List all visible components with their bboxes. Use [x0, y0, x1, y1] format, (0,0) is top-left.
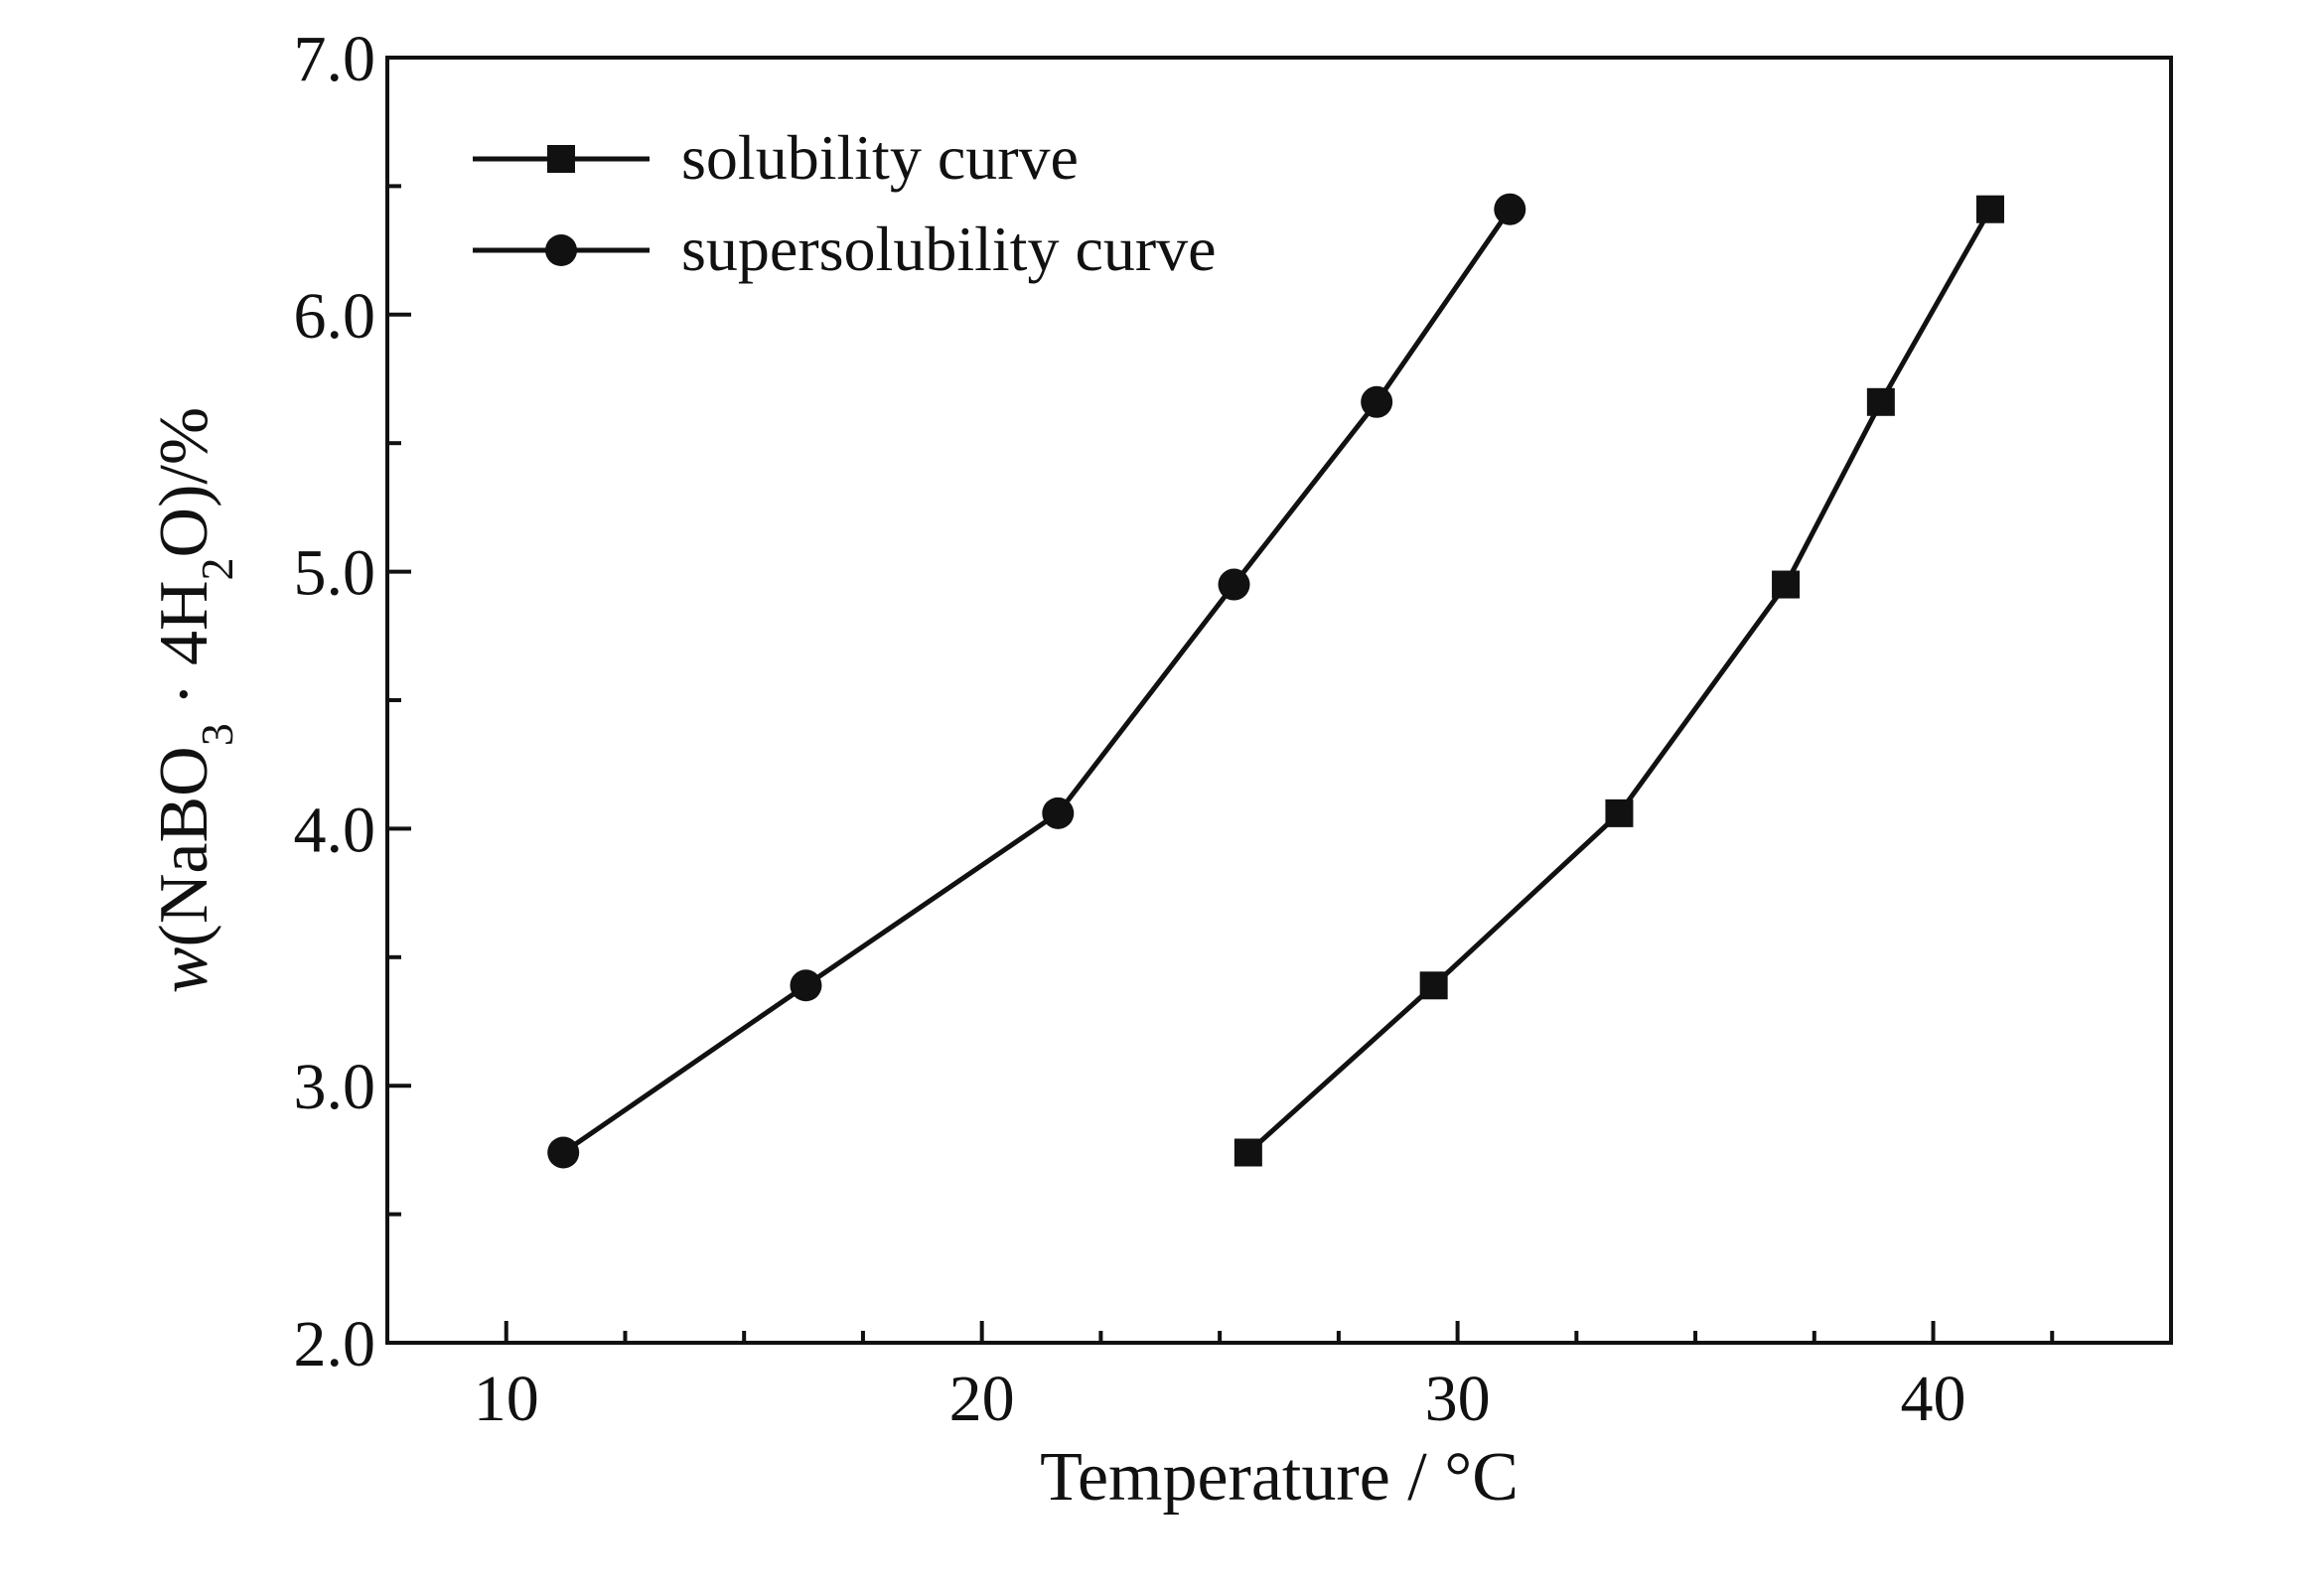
- plot-frame: [385, 56, 2173, 1345]
- legend-item: solubility curve: [473, 122, 1079, 193]
- x-tick-label: 30: [1425, 1363, 1491, 1435]
- series-layer: [547, 193, 2005, 1169]
- square-data-point: [1866, 387, 1895, 416]
- x-tick-label: 40: [1901, 1363, 1966, 1435]
- y-tick-label: 3.0: [294, 1051, 376, 1123]
- square-data-point: [1605, 798, 1634, 827]
- legend-circle-marker: [545, 234, 577, 266]
- legend-item: supersolubility curve: [473, 214, 1217, 284]
- series-supersolubility: [547, 193, 1526, 1169]
- circle-data-point: [790, 969, 822, 1002]
- circle-data-point: [1361, 385, 1393, 418]
- square-data-point: [1976, 195, 2005, 223]
- square-data-point: [1233, 1138, 1262, 1167]
- square-data-point: [1772, 570, 1801, 599]
- x-tick-label: 10: [474, 1363, 539, 1435]
- axis-ticks: [385, 56, 2173, 1345]
- axis-tick-labels: 10 20 30 40 2.0 3.0 4.0 5.0 6.0 7.0: [294, 23, 1966, 1435]
- series-solubility: [1233, 195, 2005, 1167]
- square-data-point: [1419, 971, 1448, 1000]
- y-tick-label: 4.0: [294, 794, 376, 866]
- legend-label: supersolubility curve: [681, 214, 1217, 284]
- series-line: [1246, 208, 1993, 1155]
- x-axis-label: Temperature / °C: [1040, 1439, 1519, 1516]
- y-tick-label: 6.0: [294, 280, 376, 353]
- legend-square-marker: [547, 145, 575, 173]
- legend-label: solubility curve: [681, 122, 1079, 193]
- circle-data-point: [1218, 568, 1250, 601]
- circle-data-point: [547, 1136, 580, 1169]
- y-axis-label: w(NaBO3 · 4H2O)/%: [146, 407, 242, 993]
- y-tick-label: 2.0: [294, 1308, 376, 1380]
- circle-data-point: [1494, 193, 1526, 225]
- y-tick-label: 7.0: [294, 23, 376, 95]
- x-tick-label: 20: [949, 1363, 1015, 1435]
- legend: solubility curve supersolubility curve: [473, 122, 1217, 284]
- circle-data-point: [1042, 797, 1075, 829]
- y-tick-label: 5.0: [294, 537, 376, 610]
- series-line: [561, 208, 1513, 1155]
